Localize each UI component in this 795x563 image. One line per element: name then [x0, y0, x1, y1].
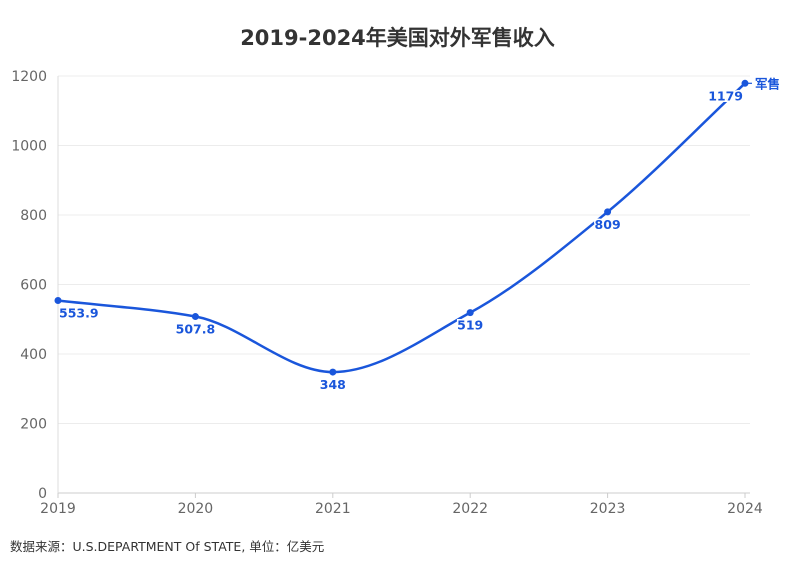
- y-tick-label: 600: [20, 278, 47, 294]
- data-source-note: 数据来源：U.S.DEPARTMENT Of STATE, 单位：亿美元: [10, 539, 325, 554]
- x-tick-label: 2020: [178, 501, 214, 517]
- series-layer: 553.9 507.8 348 519 809 1179 军售: [54, 76, 780, 394]
- data-point: [604, 208, 612, 216]
- gridlines: [58, 75, 750, 494]
- series-line: [57, 82, 746, 374]
- chart-title: 2019-2024年美国对外军售收入: [240, 26, 555, 50]
- x-tick-label: 2021: [315, 501, 351, 517]
- x-tick-label: 2019: [40, 501, 76, 517]
- x-tick-label: 2024: [727, 501, 763, 517]
- data-point: [741, 79, 749, 87]
- data-label: 553.9: [59, 306, 99, 321]
- y-tick-label: 1000: [11, 139, 47, 155]
- y-tick-label: 1200: [11, 69, 47, 85]
- data-label: 348: [320, 377, 346, 392]
- data-point: [191, 313, 199, 321]
- data-label: 1179: [708, 88, 743, 103]
- x-tick-label: 2022: [452, 501, 488, 517]
- x-tick-label: 2023: [590, 501, 626, 517]
- y-tick-label: 0: [38, 486, 47, 502]
- data-label: 519: [457, 318, 483, 333]
- y-axis: 0 200 400 600 800 1000 1200: [11, 69, 59, 502]
- data-point: [329, 368, 337, 376]
- x-axis: 2019 2020 2021 2022 2023 2024: [40, 493, 763, 517]
- data-point: [54, 297, 62, 305]
- y-tick-label: 200: [20, 417, 47, 433]
- y-tick-label: 800: [20, 208, 47, 224]
- data-point: [466, 309, 474, 317]
- data-label: 507.8: [176, 322, 216, 337]
- y-tick-label: 400: [20, 347, 47, 363]
- series-label: 军售: [755, 76, 780, 91]
- data-label: 809: [595, 217, 621, 232]
